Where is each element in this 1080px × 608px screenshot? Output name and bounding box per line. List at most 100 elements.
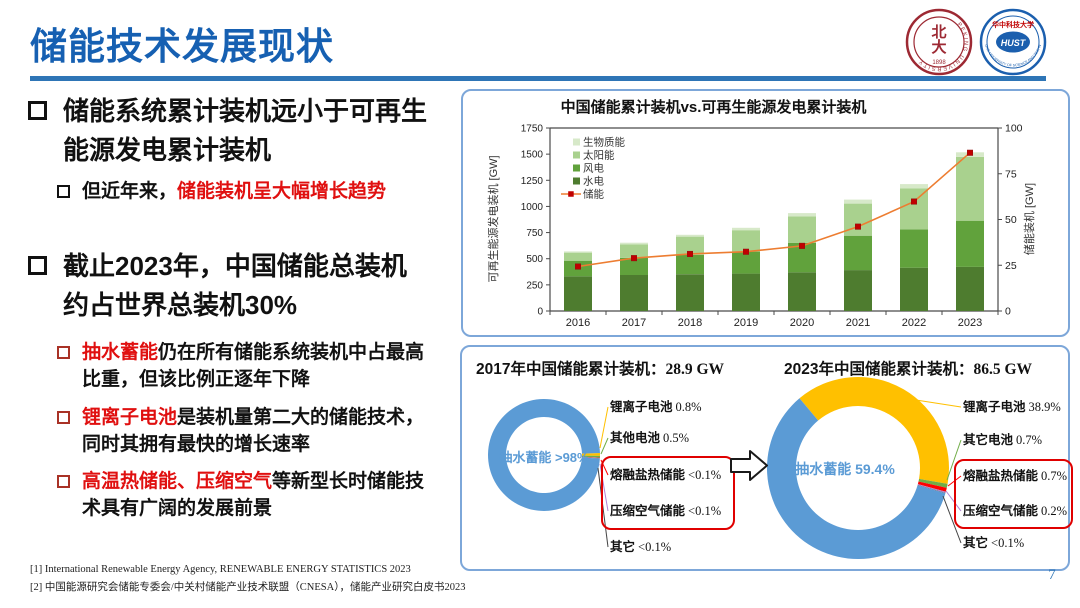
donut-2023-title: 2023年中国储能累计装机：86.5 GW: [784, 357, 1032, 379]
x-tick-2020: 2020: [790, 317, 814, 329]
left-axis-tick: 250: [526, 280, 543, 291]
storage-marker-2018: [687, 250, 693, 257]
d2023-label-caes: 压缩空气储能 0.2%: [963, 504, 1068, 518]
d2023-label-other-battery: 其它电池 0.7%: [963, 433, 1043, 447]
legend-line-marker: [568, 191, 574, 197]
bar-2018-太阳能: [676, 236, 704, 255]
donut-slice-抽水蓄能: [766, 398, 946, 560]
bar-2017-太阳能: [620, 244, 648, 258]
legend-label-生物质能: 生物质能: [583, 136, 625, 149]
annotation-box-2017: [601, 456, 735, 530]
storage-marker-2021: [855, 223, 861, 230]
bar-2021-水电: [844, 270, 872, 311]
bar-2016-水电: [564, 276, 592, 311]
sub-text-plain: 但近年来，: [82, 181, 178, 202]
bullet-1-sub: 但近年来，储能装机呈大幅增长趋势: [57, 178, 447, 205]
x-tick-2023: 2023: [958, 317, 982, 329]
svg-text:大: 大: [931, 38, 946, 56]
bar-2017-风电: [620, 257, 648, 275]
leader-line-其它: [597, 467, 609, 548]
storage-line: [577, 152, 971, 268]
left-axis-label: 可再生能源发电装机 [GW]: [486, 155, 500, 282]
bar-2016-生物质能: [564, 251, 592, 253]
left-axis-tick: 1500: [521, 150, 544, 161]
bar-2022-生物质能: [900, 184, 928, 189]
leader-line-压缩空气储能: [945, 490, 962, 512]
sub-plain: 是装机量第二大的储能技术，同时其拥有最快的增长速率: [82, 407, 425, 455]
left-axis-tick: 750: [526, 228, 543, 239]
bar-2019-生物质能: [732, 227, 760, 231]
university-logos: PEKING UNIVERSITY 北 大 1898 华中科技大学 HUST H…: [902, 4, 1047, 76]
left-axis-tick: 1250: [521, 176, 544, 187]
hust-cn-text: 华中科技大学: [992, 20, 1034, 29]
donut-slice-锂离子电池: [581, 453, 600, 456]
donut-slice-其他电池: [581, 455, 600, 458]
left-axis-tick: 1000: [521, 202, 544, 213]
annotation-box-2023: [954, 459, 1073, 529]
donut-slice-抽水蓄能: [488, 398, 600, 511]
left-axis-tick: 0: [537, 307, 543, 318]
leader-line-其它电池: [946, 439, 962, 481]
storage-marker-2016: [575, 263, 581, 270]
x-tick-2021: 2021: [846, 317, 870, 329]
donut-2017-title: 2017年中国储能累计装机：28.9 GW: [465, 357, 735, 379]
bar-2019-水电: [732, 273, 760, 311]
bar-line-chart: 0 250 500 750 1000 1250 1500 1750 0 25 50 75 100 2016…: [486, 123, 1036, 330]
bar-2023-风电: [956, 220, 984, 267]
d2023-label-other: 其它 <0.1%: [963, 536, 1025, 550]
axes-frame: [549, 127, 999, 312]
right-arrow-icon: [730, 450, 768, 481]
storage-marker-2019: [743, 248, 749, 255]
donut-2017-inner-label: 抽水蓄能 >98%: [499, 450, 589, 465]
legend-swatch-风电: [573, 164, 580, 172]
x-tick-2016: 2016: [566, 317, 590, 329]
donut-charts: [488, 377, 962, 560]
bullet-2-sub-3: 高温热储能、压缩空气等新型长时储能技术具有广阔的发展前景: [57, 468, 457, 522]
donut-2017-title-text: 2017年中国储能累计装机：: [475, 361, 666, 378]
donut-slice-熔融盐热储能: [917, 481, 947, 492]
storage-marker-2020: [799, 242, 805, 249]
donut-panel: [460, 345, 1070, 571]
storage-marker-2017: [631, 255, 637, 262]
sub-text-highlight: 储能装机呈大幅增长趋势: [177, 181, 387, 202]
hust-abbr: HUST: [1001, 38, 1027, 48]
x-tick-2018: 2018: [678, 317, 702, 329]
legend-label-风电: 风电: [583, 162, 604, 175]
sub-bullet-square-icon: [57, 346, 70, 359]
bullet-2-sub-1: 抽水蓄能仍在所有储能系统装机中占最高比重，但该比例正逐年下降: [57, 339, 457, 393]
page-number: 7: [1048, 567, 1056, 583]
sub-bullet-square-icon: [57, 185, 70, 198]
bar-2017-水电: [620, 275, 648, 311]
leader-line-其他电池: [600, 437, 609, 455]
d2023-label-lithium: 锂离子电池 38.9%: [963, 400, 1061, 414]
sub-highlight: 锂离子电池: [82, 407, 178, 428]
bar-2018-风电: [676, 254, 704, 275]
bar-2022-太阳能: [900, 188, 928, 230]
legend-label-储能: 储能: [583, 188, 604, 201]
bar-2019-风电: [732, 251, 760, 274]
page-title: 储能技术发展现状: [30, 26, 334, 67]
donut-slice-压缩空气储能: [917, 484, 946, 493]
bar-2018-水电: [676, 274, 704, 311]
pku-logo: PEKING UNIVERSITY 北 大 1898: [905, 8, 973, 76]
d2017-label-other: 其它 <0.1%: [610, 540, 672, 554]
legend-swatch-太阳能: [573, 151, 580, 159]
bar-chart-title: 中国储能累计装机vs.可再生能源发电累计装机: [560, 99, 867, 116]
leader-line-锂离子电池: [599, 406, 609, 449]
x-tick-2022: 2022: [902, 317, 926, 329]
bar-2019-太阳能: [732, 230, 760, 252]
d2017-label-caes: 压缩空气储能 <0.1%: [610, 504, 722, 518]
bar-2023-水电: [956, 266, 984, 311]
x-tick-2019: 2019: [734, 317, 758, 329]
title-underline: [30, 76, 1046, 81]
d2023-label-molten-salt: 熔融盐热储能 0.7%: [963, 469, 1068, 483]
right-axis-tick: 50: [1005, 214, 1017, 226]
legend-swatch-水电: [573, 177, 580, 185]
right-axis-tick: 75: [1005, 168, 1017, 180]
legend-label-水电: 水电: [583, 175, 604, 188]
d2017-label-other-battery: 其他电池 0.5%: [610, 431, 690, 445]
x-tick-2017: 2017: [622, 317, 646, 329]
bullet-2: 截止2023年，中国储能总装机约占世界总装机30%: [28, 247, 428, 325]
sub-plain: 等新型长时储能技术具有广阔的发展前景: [82, 471, 425, 519]
donut-2023-title-text: 2023年中国储能累计装机：: [784, 361, 974, 378]
